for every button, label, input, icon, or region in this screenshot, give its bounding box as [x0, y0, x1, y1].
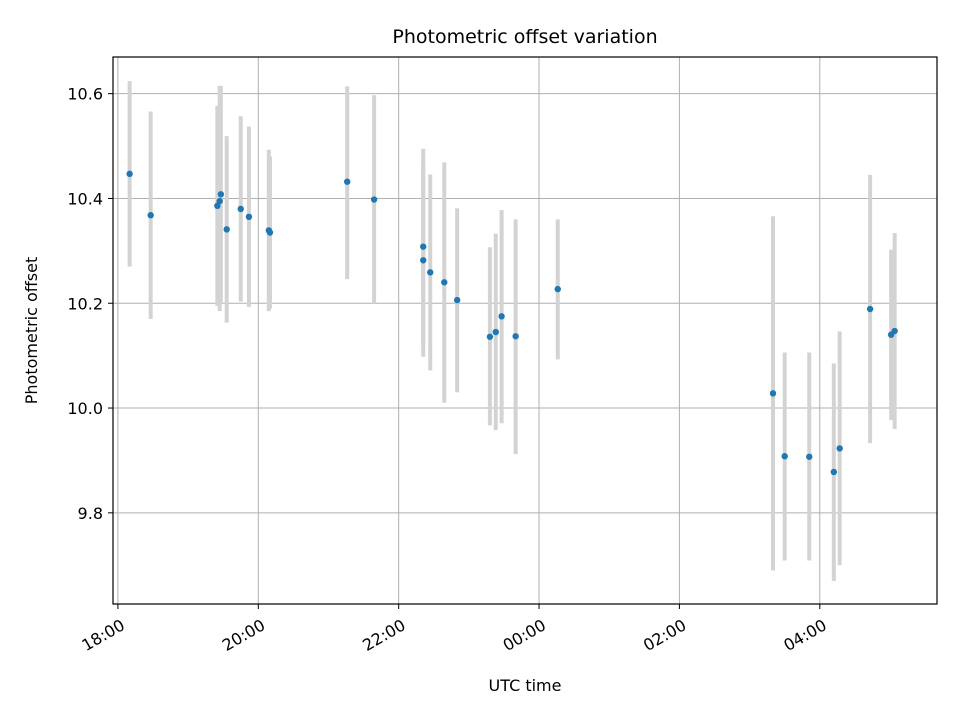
data-point — [554, 285, 561, 293]
data-point — [830, 468, 838, 476]
data-point — [486, 333, 494, 340]
data-point — [492, 328, 499, 336]
y-tick-label: 9.8 — [78, 504, 103, 523]
data-point — [420, 243, 427, 250]
data-point — [441, 279, 448, 286]
chart-title: Photometric offset variation — [392, 26, 657, 48]
data-point — [266, 229, 274, 236]
y-tick-label: 10.2 — [67, 294, 103, 313]
data-point — [370, 196, 378, 203]
data-point — [836, 445, 843, 452]
data-point — [245, 213, 253, 221]
data-point — [147, 212, 154, 219]
plot-frame — [112, 56, 938, 605]
data-point — [781, 453, 788, 460]
data-point — [498, 313, 505, 320]
data-point — [806, 453, 813, 460]
y-axis-title: Photometric offset — [22, 257, 41, 405]
data-point — [214, 202, 221, 210]
data-point — [453, 296, 461, 304]
y-tick-label: 10.0 — [67, 399, 103, 418]
data-point — [223, 226, 230, 233]
y-tick-label: 10.4 — [67, 189, 103, 208]
x-axis-title: UTC time — [489, 676, 562, 695]
data-point — [866, 305, 874, 313]
y-axis-ticks: 9.8 10.0 10.2 10.4 10.6 — [67, 85, 113, 523]
data-point — [512, 333, 519, 340]
data-point — [126, 170, 133, 178]
grid — [113, 57, 937, 604]
y-tick-label: 10.6 — [67, 85, 103, 104]
data-point — [420, 257, 427, 264]
data-point — [343, 178, 351, 185]
data-point — [217, 191, 225, 198]
data-points — [126, 170, 898, 476]
data-point — [427, 269, 434, 276]
data-point — [216, 197, 223, 205]
data-point — [237, 205, 244, 213]
data-point — [769, 390, 777, 397]
data-point — [891, 327, 898, 335]
